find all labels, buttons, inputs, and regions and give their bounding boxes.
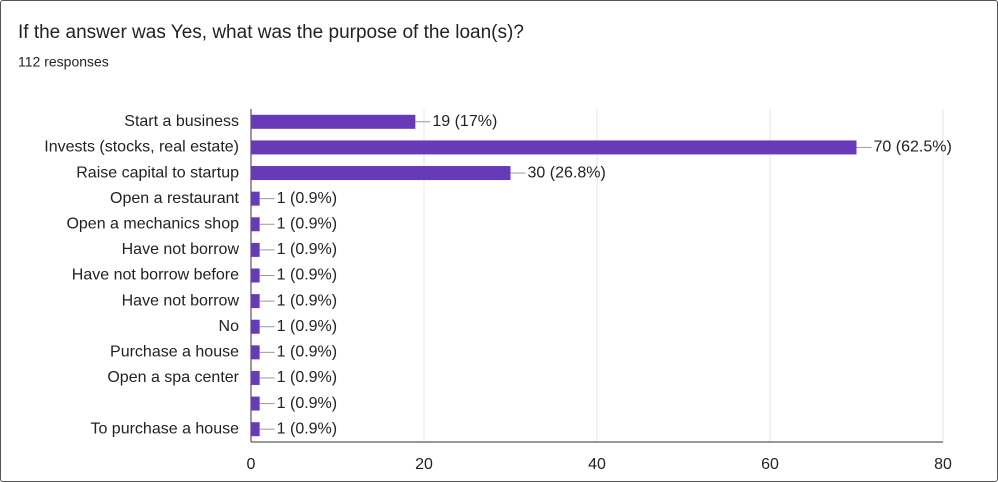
y-tick-label: Raise capital to startup <box>76 164 239 181</box>
value-label: 1 (0.9%) <box>277 292 337 309</box>
y-tick-label: No <box>219 318 240 335</box>
value-label: 30 (26.8%) <box>528 164 606 181</box>
y-tick-label: Have not borrow <box>122 292 240 309</box>
value-label: 1 (0.9%) <box>277 241 337 258</box>
value-label: 1 (0.9%) <box>277 190 337 207</box>
bar <box>251 396 260 411</box>
y-tick-label: Start a business <box>124 113 239 130</box>
y-tick-label: Have not borrow before <box>72 267 239 284</box>
bar <box>251 114 416 129</box>
x-tick-label: 60 <box>761 456 779 473</box>
y-tick-label: Open a mechanics shop <box>66 215 239 232</box>
y-tick-label: Open a spa center <box>107 369 239 386</box>
value-label: 19 (17%) <box>432 113 497 130</box>
value-label: 1 (0.9%) <box>277 318 337 335</box>
bar <box>251 268 260 283</box>
value-label: 1 (0.9%) <box>277 267 337 284</box>
value-label: 1 (0.9%) <box>277 215 337 232</box>
x-tick-label: 80 <box>934 456 952 473</box>
bar <box>251 422 260 437</box>
value-label: 1 (0.9%) <box>277 369 337 386</box>
x-tick-label: 20 <box>415 456 433 473</box>
bar <box>251 319 260 334</box>
bar <box>251 345 260 360</box>
x-tick-label: 0 <box>247 456 256 473</box>
bar <box>251 217 260 232</box>
chart-title: If the answer was Yes, what was the purp… <box>18 22 524 43</box>
y-tick-label: Open a restaurant <box>110 190 240 207</box>
y-tick-label: Purchase a house <box>110 344 239 361</box>
value-label: 70 (62.5%) <box>874 139 952 156</box>
x-tick-label: 40 <box>588 456 606 473</box>
y-tick-label: Invests (stocks, real estate) <box>44 139 239 156</box>
bar <box>251 191 260 206</box>
value-label: 1 (0.9%) <box>277 395 337 412</box>
bar <box>251 166 511 181</box>
y-tick-label: Have not borrow <box>122 241 240 258</box>
value-label: 1 (0.9%) <box>277 344 337 361</box>
y-tick-label: To purchase a house <box>90 420 239 437</box>
bar <box>251 370 260 385</box>
bar <box>251 242 260 257</box>
bar <box>251 140 857 155</box>
bar <box>251 294 260 309</box>
value-label: 1 (0.9%) <box>277 420 337 437</box>
chart-subtitle: 112 responses <box>18 54 109 70</box>
